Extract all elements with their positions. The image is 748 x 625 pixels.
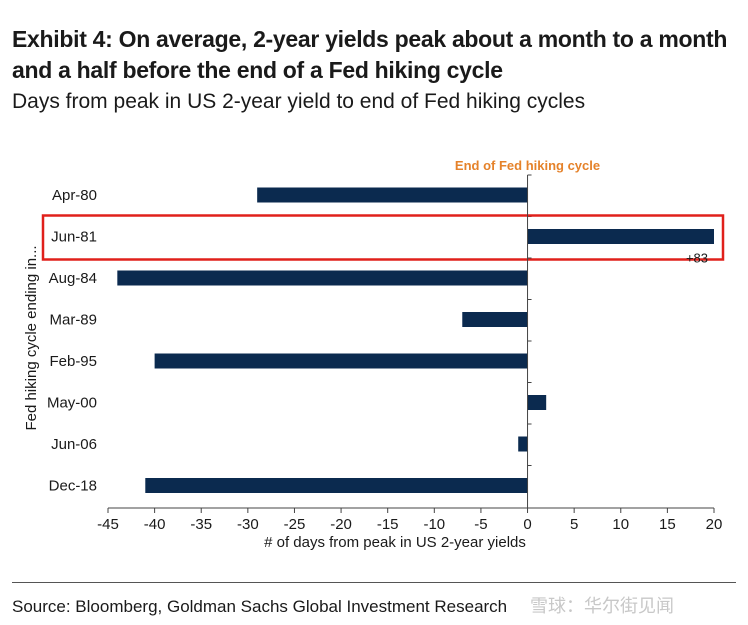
x-tick-label: -5 [474,516,487,533]
category-label-aug-84: Aug-84 [49,270,97,287]
source-divider [12,582,736,583]
category-label-jun-06: Jun-06 [51,436,97,453]
category-label-dec-18: Dec-18 [49,478,97,495]
y-axis-label: Fed hiking cycle ending in... [23,245,40,430]
x-tick-label: -20 [330,516,352,533]
category-label-jun-81: Jun-81 [51,229,97,246]
bar-feb-95 [154,353,528,369]
bar-apr-80 [257,187,528,203]
x-tick-label: -15 [377,516,399,533]
bar-jun-06 [518,436,528,452]
bar-dec-18 [145,478,528,493]
x-tick-label: -40 [144,516,166,533]
x-axis-label: # of days from peak in US 2-year yields [264,534,526,551]
category-label-apr-80: Apr-80 [52,187,97,204]
bar-aug-84 [117,270,528,286]
x-tick-label: -10 [423,516,445,533]
chart-title: Exhibit 4: On average, 2-year yields pea… [12,26,728,83]
x-tick-label: 20 [706,516,723,533]
x-tick-label: 0 [523,516,531,533]
bar-mar-89 [462,312,528,327]
category-label-mar-89: Mar-89 [49,312,97,329]
x-tick-label: -30 [237,516,259,533]
axis-layer: End of Fed hiking cycle Apr-80 Jun-81 +83 Au… [41,158,725,533]
watermark: 雪球：华尔街见闻 [530,596,674,616]
x-tick-label: 15 [659,516,676,533]
chart-subtitle: Days from peak in US 2-year yield to end… [12,90,586,113]
category-label-feb-95: Feb-95 [49,353,97,370]
x-tick-label: 5 [570,516,578,533]
category-label-may-00: May-00 [47,395,97,412]
x-tick-label: 10 [612,516,629,533]
bars-layer [117,187,714,493]
x-tick-label: -35 [190,516,212,533]
bar-chart: End of Fed hiking cycle Apr-80 Jun-81 +83 Au… [23,158,725,551]
highlight-box [41,214,725,261]
end-of-cycle-annotation: End of Fed hiking cycle [455,158,600,173]
x-tick-label: -25 [284,516,306,533]
source-note: Source: Bloomberg, Goldman Sachs Global … [12,597,508,616]
bar-jun-81 [527,229,714,244]
x-tick-label: -45 [97,516,119,533]
bar-may-00 [527,395,547,410]
off-scale-value-label: +83 [686,251,708,266]
